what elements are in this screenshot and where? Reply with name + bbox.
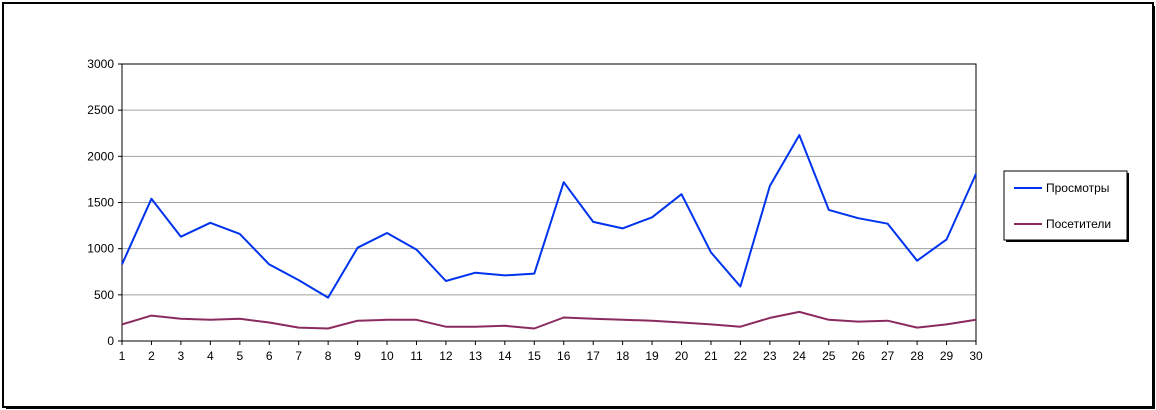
- x-tick-label: 3: [178, 349, 185, 363]
- x-tick-label: 22: [734, 349, 748, 363]
- x-tick-label: 12: [439, 349, 453, 363]
- x-tick-label: 11: [410, 349, 423, 363]
- x-tick-label: 7: [295, 349, 302, 363]
- x-tick-label: 25: [822, 349, 836, 363]
- x-tick-label: 15: [528, 349, 542, 363]
- x-tick-label: 30: [969, 349, 983, 363]
- series-line-2: [121, 310, 977, 330]
- frame-shadow-bottom: [6, 406, 1154, 409]
- y-tick-label: 0: [107, 334, 114, 348]
- x-tick-label: 17: [586, 349, 600, 363]
- x-tick-label: 14: [498, 349, 512, 363]
- y-tick-label: 2500: [87, 103, 114, 117]
- y-tick-label: 2000: [87, 149, 114, 163]
- x-tick-label: 16: [557, 349, 571, 363]
- x-tick-label: 9: [354, 349, 361, 363]
- x-axis-ticks: 1 2 3 4 5 6 7 8 9 10 11 12 13 14 15 16 17 18 19 20 21 22 23 24 2…: [119, 341, 983, 363]
- x-tick-label: 27: [881, 349, 895, 363]
- legend-box: [1003, 170, 1128, 241]
- y-tick-label: 500: [94, 288, 114, 302]
- x-tick-label: 24: [793, 349, 807, 363]
- frame-shadow-right: [1152, 6, 1155, 409]
- x-tick-label: 5: [236, 349, 243, 363]
- series-lines: [121, 134, 977, 330]
- x-tick-label: 2: [148, 349, 155, 363]
- legend: Просмотры Посетители: [1003, 170, 1129, 242]
- x-tick-label: 6: [266, 349, 273, 363]
- x-tick-label: 19: [645, 349, 659, 363]
- x-tick-label: 13: [469, 349, 483, 363]
- x-tick-label: 29: [940, 349, 954, 363]
- x-tick-label: 18: [616, 349, 630, 363]
- y-tick-label: 3000: [87, 57, 114, 71]
- x-tick-label: 1: [119, 349, 126, 363]
- y-tick-label: 1000: [87, 242, 114, 256]
- x-tick-label: 26: [852, 349, 866, 363]
- y-axis-ticks: 0 500 1000 1500 2000 2500 3000: [87, 57, 122, 348]
- legend-label: Посетители: [1046, 217, 1111, 231]
- y-tick-label: 1500: [87, 196, 114, 210]
- x-tick-label: 20: [675, 349, 689, 363]
- x-tick-label: 23: [763, 349, 777, 363]
- x-tick-label: 28: [910, 349, 924, 363]
- x-tick-label: 10: [380, 349, 394, 363]
- legend-label: Просмотры: [1046, 181, 1109, 195]
- x-tick-label: 8: [325, 349, 332, 363]
- x-tick-label: 4: [207, 349, 214, 363]
- x-tick-label: 21: [704, 349, 718, 363]
- gridlines: [122, 109, 976, 296]
- series-line-1: [121, 134, 977, 299]
